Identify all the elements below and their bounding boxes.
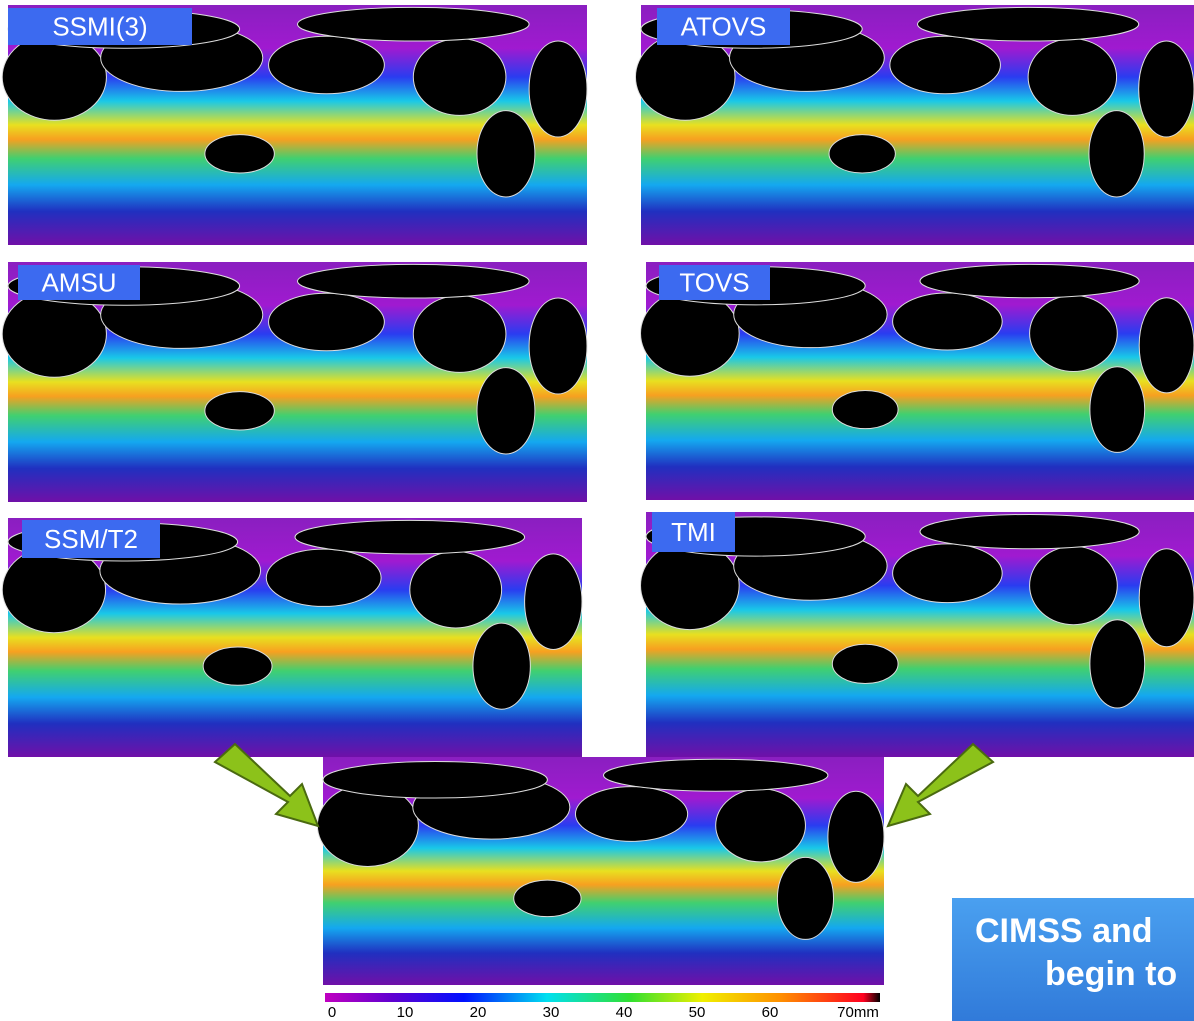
landmass bbox=[1089, 111, 1144, 197]
slide-canvas: SSMI(3) ATOVS AMSU TOVS SSM/T2 TMI 0 10 20 30 40 5… bbox=[0, 0, 1194, 1021]
landmass bbox=[410, 551, 502, 627]
landmass bbox=[1030, 546, 1118, 624]
landmass bbox=[829, 135, 895, 173]
landmass bbox=[205, 392, 274, 430]
landmass bbox=[266, 549, 381, 606]
colorbar-label: 0 bbox=[328, 1004, 336, 1021]
colorbar-label: 20 bbox=[470, 1004, 487, 1021]
landmass bbox=[828, 791, 884, 882]
colorbar-label: 40 bbox=[616, 1004, 633, 1021]
landmass bbox=[1139, 549, 1194, 647]
landmass bbox=[890, 36, 1001, 94]
landmass bbox=[1090, 620, 1145, 708]
landmass bbox=[477, 111, 535, 197]
landmass bbox=[832, 644, 898, 683]
landmass bbox=[473, 623, 530, 709]
landmass bbox=[525, 554, 582, 650]
landmass bbox=[1139, 41, 1194, 137]
panel-label: TMI bbox=[671, 517, 716, 547]
panel-label: TOVS bbox=[679, 268, 749, 298]
landmass bbox=[893, 544, 1003, 603]
landmass bbox=[298, 264, 530, 298]
landmass bbox=[1028, 39, 1116, 116]
colorbar-label: 10 bbox=[397, 1004, 414, 1021]
landmass bbox=[269, 293, 385, 351]
maps: SSMI(3) ATOVS AMSU TOVS SSM/T2 TMI bbox=[2, 5, 1194, 985]
landmass bbox=[1139, 298, 1194, 393]
landmass bbox=[477, 368, 535, 454]
landmass bbox=[1030, 295, 1118, 371]
colorbar-label: 50 bbox=[689, 1004, 706, 1021]
colorbar bbox=[325, 993, 880, 1002]
landmass bbox=[918, 7, 1139, 41]
landmass bbox=[716, 789, 806, 862]
colorbar-labels: 0 10 20 30 40 50 60 70mm bbox=[328, 1004, 879, 1021]
landmass bbox=[575, 787, 687, 842]
landmass bbox=[893, 293, 1003, 350]
slide: SSMI(3) ATOVS AMSU TOVS SSM/T2 TMI 0 10 20 30 40 5… bbox=[0, 0, 1194, 1021]
landmass bbox=[604, 759, 828, 791]
landmass bbox=[920, 514, 1139, 548]
colorbar-label: 60 bbox=[762, 1004, 779, 1021]
panel-label: ATOVS bbox=[681, 12, 767, 42]
callout-line: CIMSS and bbox=[975, 912, 1153, 950]
landmass bbox=[205, 135, 274, 173]
landmass bbox=[203, 647, 272, 685]
colorbar-label: 30 bbox=[543, 1004, 560, 1021]
callout-line: begin to bbox=[1045, 955, 1177, 993]
landmass bbox=[514, 880, 581, 916]
landmass bbox=[529, 41, 587, 137]
colorbar-label: 70mm bbox=[837, 1004, 879, 1021]
landmass bbox=[323, 762, 547, 798]
landmass bbox=[832, 391, 898, 429]
panel-label: SSMI(3) bbox=[52, 12, 147, 42]
landmass bbox=[529, 298, 587, 394]
panel-label: SSM/T2 bbox=[44, 524, 138, 554]
landmass bbox=[413, 296, 506, 373]
landmass bbox=[1090, 367, 1145, 453]
landmass bbox=[920, 264, 1139, 297]
landmass bbox=[295, 520, 525, 553]
panel-label: AMSU bbox=[41, 268, 116, 298]
landmass bbox=[298, 7, 530, 41]
landmass bbox=[777, 857, 833, 939]
landmass bbox=[269, 36, 385, 94]
landmass bbox=[413, 39, 506, 116]
